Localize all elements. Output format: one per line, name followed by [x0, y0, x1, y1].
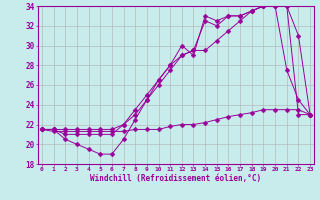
X-axis label: Windchill (Refroidissement éolien,°C): Windchill (Refroidissement éolien,°C): [91, 174, 261, 183]
